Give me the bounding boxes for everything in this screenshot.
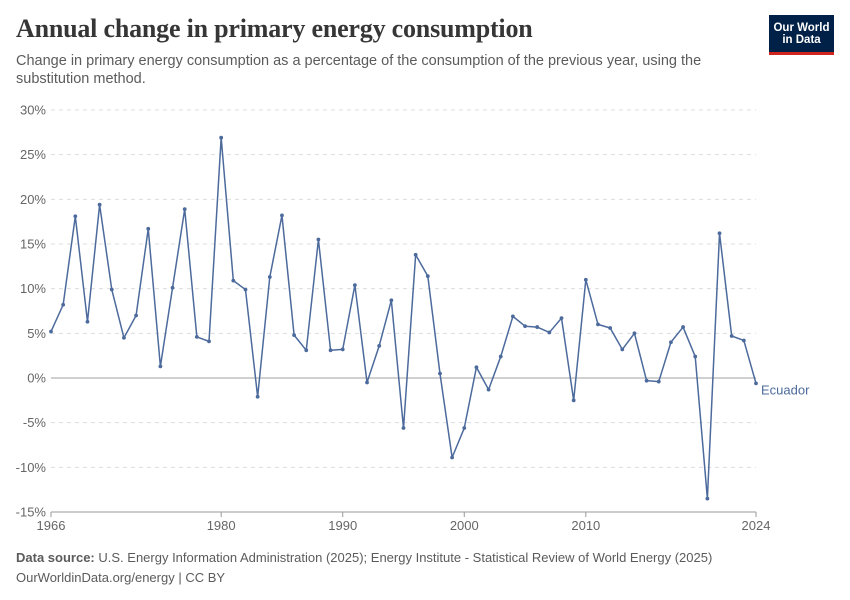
data-point [377,343,382,348]
data-point [656,379,661,384]
data-point [328,348,333,353]
line-chart: -15% -10% -5% 0% 5% 10% 15% 20% 25% 30% 1966 1980 19… [16,103,810,534]
source-label: Data source: [16,550,95,565]
chart-title: Annual change in primary energy consumpt… [16,14,533,43]
data-point [559,316,564,321]
chart-subtitle: Change in primary energy consumption as … [16,53,702,87]
data-point [61,302,66,307]
x-tick-label: 2000 [450,518,479,533]
owid-logo[interactable]: Our World in Data [769,15,834,55]
logo-line-1: Our World [773,21,830,34]
x-tick-label: 1990 [328,518,357,533]
y-tick-label: 5% [27,326,46,341]
data-point [304,348,309,353]
y-tick-label: 0% [27,371,46,386]
data-point [401,426,406,430]
data-point [352,283,357,287]
data-point [170,285,175,290]
data-point [474,365,479,370]
data-point [267,275,272,279]
y-tick-label: 10% [20,281,46,296]
data-point [231,278,236,283]
data-point [741,338,746,343]
data-point [243,287,248,292]
data-point [523,324,527,329]
data-point [608,326,613,330]
data-point [219,135,224,140]
data-point [705,496,710,501]
grid-layer [51,109,756,513]
data-point [547,330,552,335]
data-point [535,325,540,329]
data-point [669,340,673,345]
data-point [438,371,442,376]
data-point [340,347,345,352]
data-point [182,207,187,212]
data-point [109,287,114,292]
data-point [280,213,284,218]
series-label: Ecuador [761,382,810,397]
x-tick-label: 1966 [37,518,66,533]
data-point [486,387,491,392]
data-point [207,339,211,344]
footer: Data source: U.S. Energy Information Adm… [16,548,712,588]
data-point [510,314,515,319]
data-point [632,331,637,336]
data-point [729,334,734,338]
data-point [644,378,649,383]
credit-link[interactable]: OurWorldinData.org/energy | CC BY [16,570,226,585]
axis-layer: -15% -10% -5% 0% 5% 10% 15% 20% 25% 30% 1966 1980 19… [16,103,771,534]
y-tick-label: 30% [20,103,46,118]
source-text: U.S. Energy Information Administration (… [98,550,713,565]
y-tick-label: -10% [16,460,47,475]
series-line [50,136,757,500]
y-tick-label: 15% [20,237,46,252]
data-point [389,298,394,303]
y-tick-label: 25% [20,147,46,162]
data-point [97,202,102,207]
x-tick-label: 2024 [742,518,771,533]
data-point [693,354,698,359]
data-point [158,364,163,369]
data-point [754,381,758,386]
series-layer: Ecuador [49,135,810,501]
data-point [134,313,138,318]
data-point [681,325,685,329]
data-point [413,252,418,257]
logo-line-2: in Data [782,33,821,46]
data-point [620,347,625,352]
data-point [49,329,53,334]
data-point [73,214,78,219]
data-point [717,231,722,236]
data-point [583,277,588,282]
data-point [316,237,321,242]
data-point [122,335,126,340]
data-point [85,319,90,324]
data-point [462,426,467,430]
y-tick-label: -5% [23,415,47,430]
data-point [292,333,297,338]
y-tick-label: 20% [20,192,46,207]
y-tick-label: -15% [16,505,47,520]
data-point [596,322,600,327]
data-point [425,274,430,279]
data-point [450,455,455,460]
data-point [255,394,260,399]
data-point [194,335,199,339]
x-tick-label: 2010 [571,518,600,533]
x-tick-label: 1980 [207,518,236,533]
data-point [146,226,151,231]
data-point [365,380,369,385]
data-point [571,398,576,403]
data-point [498,354,503,359]
